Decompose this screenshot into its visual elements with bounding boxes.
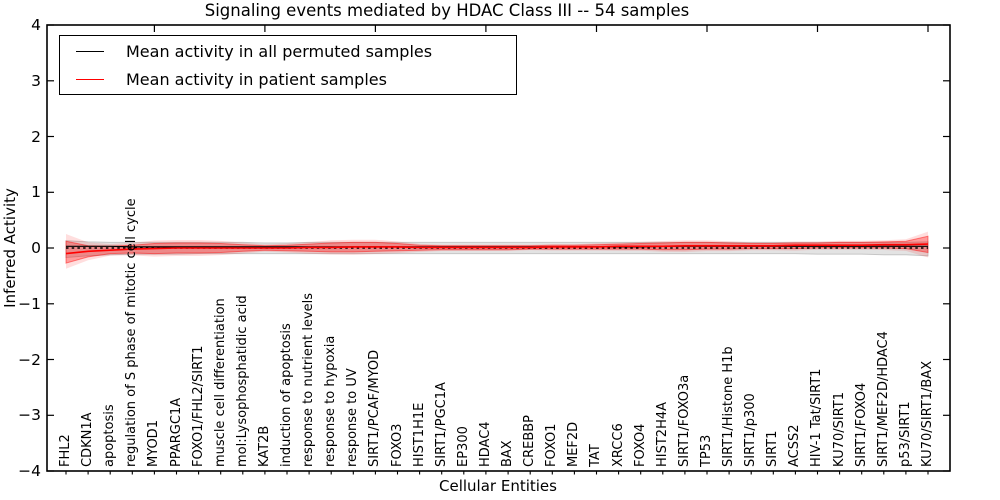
y-tick-label: −1 xyxy=(18,294,41,313)
x-tick-label: SIRT1/PCAF/MYOD xyxy=(367,349,383,467)
x-tick-label: apoptosis xyxy=(102,404,118,467)
x-tick-label: FOXO1/FHL2/SIRT1 xyxy=(190,345,206,467)
x-tick-label: induction of apoptosis xyxy=(279,323,295,467)
x-tick-label: FOXO1 xyxy=(544,423,560,467)
x-tick-label: p53/SIRT1 xyxy=(897,401,913,467)
x-tick-label: FOXO4 xyxy=(632,423,648,467)
x-tick-label: SIRT1 xyxy=(765,430,781,467)
x-tick-label: HIST1H1E xyxy=(411,402,427,467)
x-tick-label: SIRT1/PGC1A xyxy=(433,382,449,467)
chart-title: Signaling events mediated by HDAC Class … xyxy=(204,1,690,20)
x-tick-label: TAT xyxy=(588,444,604,467)
x-tick-label: SIRT1/p300 xyxy=(743,393,759,467)
x-tick-label: CDKN1A xyxy=(80,412,96,467)
y-tick-label: 0 xyxy=(31,239,41,257)
x-tick-label: HIST2H4A xyxy=(654,401,670,467)
y-tick-label: 4 xyxy=(31,16,41,34)
legend-item-patient: Mean activity in patient samples xyxy=(60,65,516,93)
x-tick-label: ACSS2 xyxy=(787,424,803,467)
x-tick-label: KU70/SIRT1 xyxy=(831,392,847,467)
legend-label-patient: Mean activity in patient samples xyxy=(126,69,387,89)
y-tick-label: 3 xyxy=(31,71,41,90)
x-tick-label: response to hypoxia xyxy=(323,335,339,467)
x-tick-label: CREBBP xyxy=(522,415,538,467)
x-tick-label: XRCC6 xyxy=(610,423,626,467)
patient-std-band xyxy=(65,235,929,264)
permuted-std-band xyxy=(65,240,929,259)
x-tick-label: SIRT1/MEF2D/HDAC4 xyxy=(875,331,891,467)
x-tick-label: response to UV xyxy=(345,368,361,467)
x-tick-label: HDAC4 xyxy=(477,421,493,467)
x-tick-label: SIRT1/FOXO4 xyxy=(853,382,869,467)
legend-label-permuted: Mean activity in all permuted samples xyxy=(126,41,433,61)
y-axis-label: Inferred Activity xyxy=(1,188,19,308)
x-tick-label: BAX xyxy=(500,440,516,467)
x-tick-label: muscle cell differentiation xyxy=(212,298,228,467)
x-tick-label: TP53 xyxy=(698,434,714,467)
x-axis-label: Cellular Entities xyxy=(439,477,557,495)
red-line-swatch-icon xyxy=(76,78,104,80)
legend: Mean activity in all permuted samples Me… xyxy=(59,35,517,95)
y-tick-label: −4 xyxy=(18,462,41,480)
x-tick-label: mol:Lysophosphatidic acid xyxy=(234,295,250,467)
x-tick-label: MYOD1 xyxy=(146,420,162,467)
x-tick-label: regulation of S phase of mitotic cell cy… xyxy=(124,198,140,467)
x-tick-label: MEF2D xyxy=(566,421,582,467)
black-line-swatch-icon xyxy=(76,50,104,52)
x-tick-label: KAT2B xyxy=(256,425,272,467)
y-tick-label: −2 xyxy=(18,350,41,369)
x-tick-label: HIV-1 Tat/SIRT1 xyxy=(809,368,825,467)
y-tick-label: 1 xyxy=(31,183,41,202)
patient-mean-line xyxy=(65,243,929,255)
y-tick-label: 2 xyxy=(31,127,41,146)
x-tick-label: SIRT1/Histone H1b xyxy=(721,346,737,467)
x-tick-label: FHL2 xyxy=(58,434,73,467)
x-tick-label: SIRT1/FOXO3a xyxy=(676,374,692,467)
patient-std-outer-band xyxy=(66,231,928,269)
y-tick-label: −3 xyxy=(18,406,41,425)
legend-item-permuted: Mean activity in all permuted samples xyxy=(60,37,516,65)
x-tick-label: KU70/SIRT1/BAX xyxy=(920,360,935,467)
x-tick-label: PPARGC1A xyxy=(168,397,184,467)
x-tick-label: response to nutrient levels xyxy=(301,292,317,467)
x-tick-label: EP300 xyxy=(455,426,471,467)
x-tick-label: FOXO3 xyxy=(389,423,405,467)
